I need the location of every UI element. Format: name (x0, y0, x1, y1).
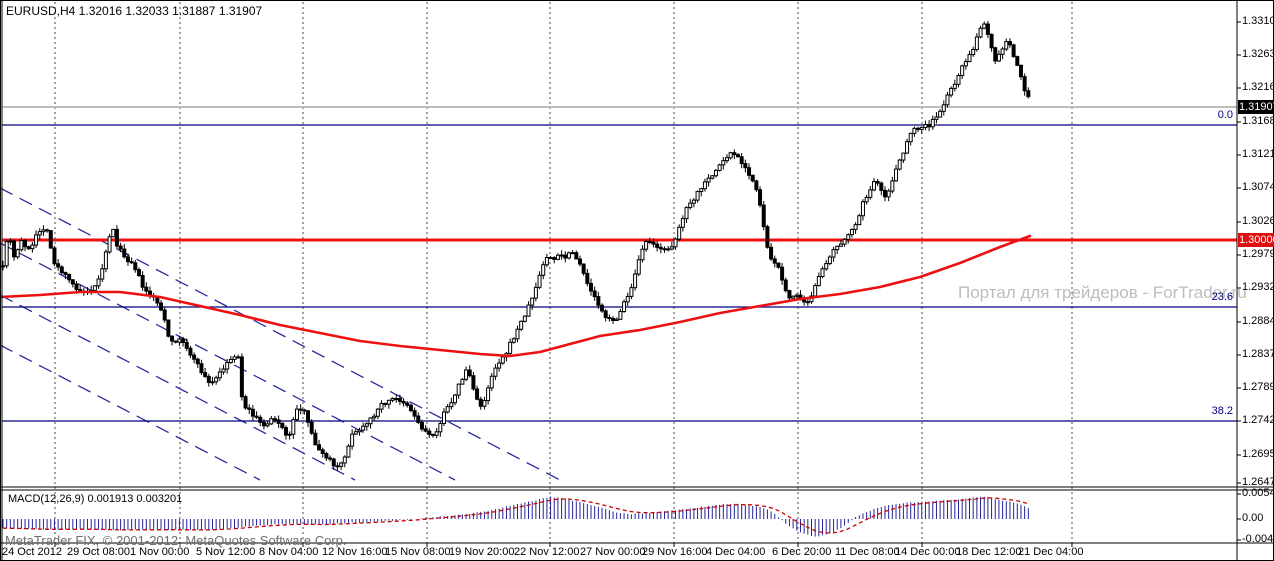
red-level-price-badge: 1.30000 (1238, 233, 1274, 247)
current-price-badge: 1.31907 (1238, 100, 1274, 114)
